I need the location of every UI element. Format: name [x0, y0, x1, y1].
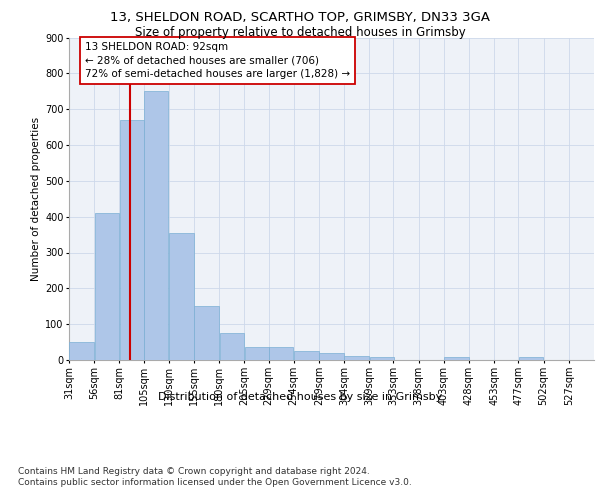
Bar — [319, 353, 344, 360]
Text: Distribution of detached houses by size in Grimsby: Distribution of detached houses by size … — [158, 392, 442, 402]
Text: Size of property relative to detached houses in Grimsby: Size of property relative to detached ho… — [134, 26, 466, 39]
Bar — [95, 213, 119, 360]
Bar — [144, 91, 169, 360]
Bar — [194, 306, 219, 360]
Text: 13, SHELDON ROAD, SCARTHO TOP, GRIMSBY, DN33 3GA: 13, SHELDON ROAD, SCARTHO TOP, GRIMSBY, … — [110, 11, 490, 24]
Bar — [344, 356, 369, 360]
Bar — [444, 357, 469, 360]
Bar — [245, 348, 269, 360]
Bar — [519, 357, 543, 360]
Text: 13 SHELDON ROAD: 92sqm
← 28% of detached houses are smaller (706)
72% of semi-de: 13 SHELDON ROAD: 92sqm ← 28% of detached… — [85, 42, 350, 78]
Bar — [70, 342, 94, 360]
Bar — [294, 351, 319, 360]
Bar — [370, 357, 394, 360]
Bar — [120, 120, 144, 360]
Bar — [269, 348, 293, 360]
Text: Contains HM Land Registry data © Crown copyright and database right 2024.
Contai: Contains HM Land Registry data © Crown c… — [18, 468, 412, 487]
Bar — [220, 333, 244, 360]
Y-axis label: Number of detached properties: Number of detached properties — [31, 116, 41, 281]
Bar — [169, 233, 194, 360]
